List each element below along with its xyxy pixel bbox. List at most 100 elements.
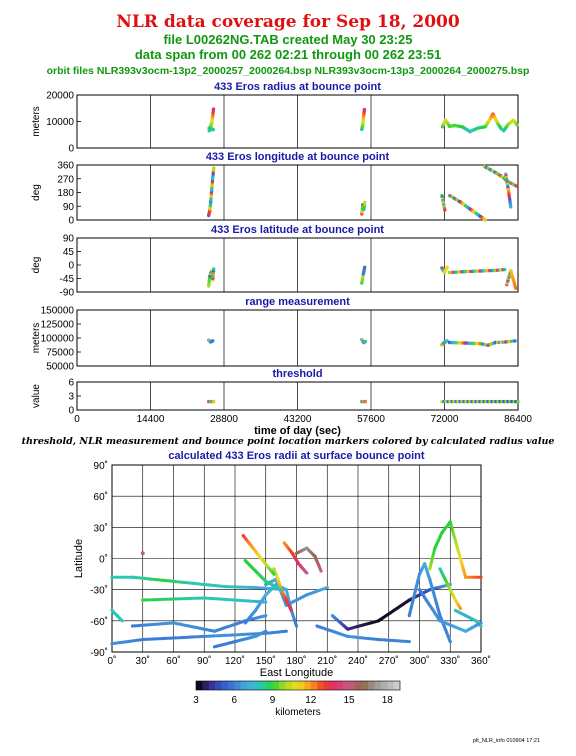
y-tick-label: 0: [68, 261, 74, 272]
colorbar-swatch: [304, 681, 312, 690]
map-point: [198, 596, 202, 600]
map-x-tick-label: 180˚: [286, 655, 306, 667]
data-point: [363, 339, 368, 344]
colorbar-swatch: [380, 681, 388, 690]
map-point: [479, 621, 483, 625]
data-point: [212, 399, 216, 404]
colorbar-swatch: [342, 681, 350, 690]
map-y-tick-label: -90˚: [90, 647, 108, 659]
x-tick-label: 14400: [137, 414, 165, 425]
data-point: [514, 286, 518, 290]
colorbar-swatch: [221, 681, 229, 690]
map-point: [126, 575, 130, 579]
map-point: [479, 624, 483, 628]
map-point: [319, 569, 323, 573]
y-tick-label: 270: [57, 174, 74, 185]
data-point: [514, 184, 518, 188]
map-point: [479, 575, 483, 579]
map-point: [305, 571, 309, 575]
data-point: [363, 399, 368, 404]
map-point: [140, 551, 145, 556]
data-point: [212, 166, 216, 170]
map-x-axis-label: East Longitude: [260, 667, 333, 679]
map-point: [264, 629, 268, 633]
colorbar-swatch: [349, 681, 356, 690]
data-point: [499, 127, 503, 131]
data-point: [513, 339, 517, 343]
y-tick-label: -90: [60, 288, 75, 299]
map-point: [458, 606, 463, 611]
map-point: [475, 575, 479, 579]
map-title: calculated 433 Eros radii at surface bou…: [168, 450, 424, 462]
x-axis-label: time of day (sec): [254, 425, 341, 437]
panel-title: range measurement: [245, 296, 350, 308]
map-point: [468, 575, 472, 579]
map-y-tick-label: 0˚: [99, 554, 108, 566]
y-tick-label: 360: [57, 161, 74, 172]
map-x-tick-label: 30˚: [136, 655, 150, 667]
y-tick-label: 3: [68, 392, 74, 403]
map-point: [165, 597, 169, 601]
map-point: [156, 597, 160, 602]
colorbar-tick-label: 9: [270, 695, 276, 706]
map-point: [238, 585, 242, 589]
panel-2: -90 -45 0 45 90 433 Eros latitude at bounce p…: [31, 224, 519, 299]
y-tick-label: 0: [68, 144, 74, 155]
orbit-files-line: orbit files NLR393v3ocm-13p2_2000257_200…: [47, 65, 530, 77]
colorbar-swatch: [215, 681, 222, 690]
colorbar-swatch: [323, 681, 331, 690]
data-point: [362, 107, 367, 112]
colorbar-swatch: [336, 681, 343, 690]
map-point: [112, 575, 116, 579]
x-tick-label: 72000: [431, 414, 459, 425]
y-tick-label: -45: [60, 274, 75, 285]
colorbar-swatch: [310, 681, 318, 690]
y-tick-label: 90: [63, 202, 75, 213]
colorbar-swatch: [253, 681, 261, 690]
map-point: [294, 624, 299, 628]
colorbar-swatch: [266, 681, 273, 690]
x-tick-label: 28800: [210, 414, 238, 425]
map-point: [272, 572, 276, 576]
panel-1: 0 90 180 270 360 433 Eros longitude at bounce…: [31, 151, 519, 227]
panel-0: 0 10000 20000 433 Eros radius at bounce poi…: [31, 81, 519, 155]
map-point: [264, 600, 268, 604]
data-point: [363, 200, 367, 205]
colorbar-tick-label: 12: [305, 695, 317, 706]
colorbar-swatch: [196, 681, 203, 690]
y-tick-label: 75000: [46, 348, 74, 359]
y-tick-label: 180: [57, 188, 74, 199]
map-y-tick-label: 90˚: [94, 460, 108, 472]
map-y-tick-label: 60˚: [94, 491, 108, 503]
colorbar-swatch: [355, 681, 363, 690]
colorbar-tick-label: 6: [231, 695, 237, 706]
map-x-tick-label: 120˚: [225, 655, 245, 667]
map-x-tick-label: 300˚: [409, 655, 429, 667]
y-tick-label: 100000: [41, 334, 75, 345]
map-point: [119, 575, 123, 579]
data-point: [445, 265, 449, 269]
data-point: [515, 123, 519, 127]
map-x-tick-label: 150˚: [256, 655, 276, 667]
x-tick-label: 86400: [504, 414, 532, 425]
panel-title: 433 Eros latitude at bounce point: [211, 224, 384, 236]
map-point: [128, 575, 132, 579]
map-point: [464, 575, 468, 579]
y-tick-label: 10000: [46, 117, 74, 128]
map-point: [117, 575, 121, 579]
y-axis-label: deg: [31, 184, 42, 201]
map-x-tick-label: 60˚: [166, 655, 180, 667]
map-point: [174, 597, 178, 601]
y-tick-label: 6: [68, 378, 74, 389]
map-x-tick-label: 90˚: [197, 655, 211, 667]
figure-title: NLR data coverage for Sep 18, 2000: [116, 12, 460, 32]
colorbar-tick-label: 18: [382, 695, 394, 706]
map-y-axis-label: Latitude: [73, 539, 85, 578]
colorbar-swatch: [361, 681, 369, 690]
y-tick-label: 45: [63, 247, 75, 258]
y-tick-label: 50000: [46, 362, 74, 373]
colorbar-swatch: [291, 681, 299, 690]
colorbar-swatch: [387, 681, 394, 690]
y-axis-label: value: [31, 384, 42, 408]
